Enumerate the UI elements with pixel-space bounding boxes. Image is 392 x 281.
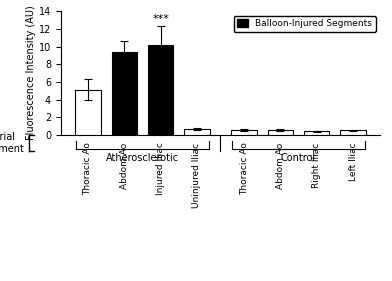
Text: Atherosclerotic: Atherosclerotic xyxy=(106,153,179,163)
Bar xyxy=(75,90,101,135)
Y-axis label: Fluorescence Intensity (AU): Fluorescence Intensity (AU) xyxy=(26,6,36,140)
Text: ***: *** xyxy=(152,13,169,24)
Bar xyxy=(148,45,173,135)
Bar xyxy=(304,131,329,135)
Text: Arterial
Segment: Arterial Segment xyxy=(0,132,24,154)
Legend: Balloon-Injured Segments: Balloon-Injured Segments xyxy=(234,16,376,32)
Bar xyxy=(268,130,293,135)
Bar xyxy=(231,130,257,135)
Bar xyxy=(184,129,210,135)
Bar xyxy=(112,52,137,135)
Bar xyxy=(340,130,366,135)
Text: Control: Control xyxy=(281,153,316,163)
